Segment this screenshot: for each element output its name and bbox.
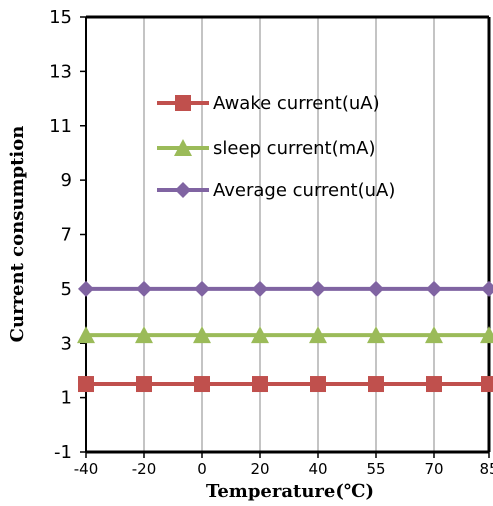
legend-label: Awake current(uA) xyxy=(213,93,380,114)
data-point xyxy=(426,376,442,393)
y-tick-label: 1 xyxy=(61,388,72,409)
data-point xyxy=(425,326,443,344)
data-point xyxy=(194,280,210,297)
legend-marker xyxy=(174,139,192,156)
data-point xyxy=(367,326,385,344)
data-point xyxy=(310,376,326,393)
data-point xyxy=(310,280,326,297)
x-tick-label: 0 xyxy=(197,460,207,478)
y-tick-label: 15 xyxy=(49,7,72,28)
x-tick-label: -40 xyxy=(74,460,99,478)
data-point xyxy=(481,280,493,297)
y-tick-label: 11 xyxy=(49,116,72,137)
x-tick-label: 70 xyxy=(424,460,443,478)
x-tick-label: 40 xyxy=(308,460,327,478)
data-point xyxy=(368,376,384,393)
data-point xyxy=(78,280,94,297)
y-axis-title: Current consumption xyxy=(7,126,28,343)
data-point xyxy=(252,376,268,393)
x-axis-title: Temperature(℃) xyxy=(206,481,374,502)
data-point xyxy=(426,280,442,297)
legend-label: Average current(uA) xyxy=(213,180,395,201)
y-tick-label: 5 xyxy=(61,279,72,300)
data-point xyxy=(78,376,94,393)
legend: Awake current(uA) sleep current(mA) Averag… xyxy=(157,93,395,201)
x-tick-label: 55 xyxy=(366,460,385,478)
series-layer xyxy=(77,280,493,393)
data-point xyxy=(368,280,384,297)
legend-marker xyxy=(175,182,191,198)
data-point xyxy=(481,376,493,393)
y-tick-label: -1 xyxy=(54,442,72,463)
y-tick-label: 7 xyxy=(61,225,72,246)
legend-marker xyxy=(175,95,191,111)
y-tick-label: 9 xyxy=(61,170,72,191)
x-tick-label: 20 xyxy=(250,460,269,478)
data-point xyxy=(480,326,493,344)
data-point xyxy=(194,376,210,393)
data-point xyxy=(135,326,153,344)
grid-layer xyxy=(143,17,435,452)
data-point xyxy=(251,326,269,344)
data-point xyxy=(136,280,152,297)
data-point xyxy=(252,280,268,297)
x-tick-label: 85 xyxy=(479,460,493,478)
data-point xyxy=(77,326,95,344)
y-tick-label: 3 xyxy=(61,333,72,354)
data-point xyxy=(136,376,152,393)
y-tick-label: 13 xyxy=(49,61,72,82)
x-tick-label: -20 xyxy=(132,460,157,478)
data-point xyxy=(193,326,211,344)
data-point xyxy=(309,326,327,344)
legend-label: sleep current(mA) xyxy=(213,138,376,159)
